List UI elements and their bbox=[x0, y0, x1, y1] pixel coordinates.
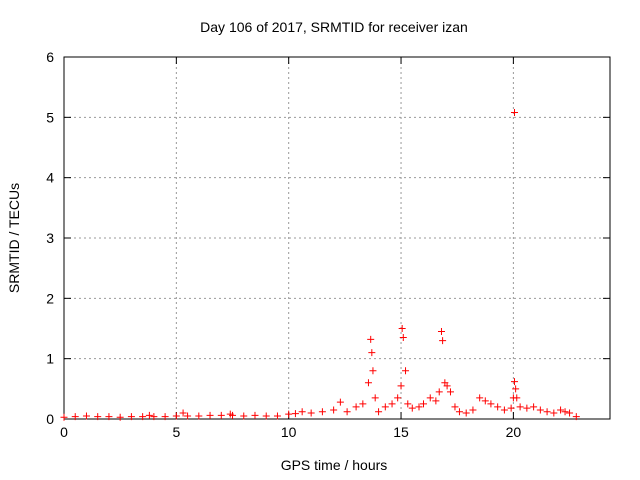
data-point bbox=[367, 335, 375, 343]
data-point bbox=[420, 400, 428, 408]
data-point bbox=[408, 404, 416, 412]
data-point bbox=[402, 367, 410, 375]
data-point bbox=[500, 406, 508, 414]
data-points bbox=[60, 109, 580, 421]
data-point bbox=[364, 379, 372, 387]
data-point bbox=[439, 337, 447, 345]
data-point bbox=[446, 388, 454, 396]
data-point bbox=[404, 400, 412, 408]
data-point bbox=[298, 408, 306, 416]
data-point bbox=[330, 406, 338, 414]
data-point bbox=[512, 385, 520, 393]
data-point bbox=[139, 413, 147, 421]
data-point bbox=[561, 408, 569, 416]
data-point bbox=[262, 412, 270, 420]
data-point bbox=[487, 400, 495, 408]
data-point bbox=[394, 394, 402, 402]
x-axis-label: GPS time / hours bbox=[281, 457, 388, 473]
data-point bbox=[336, 398, 344, 406]
x-tick-label: 5 bbox=[172, 424, 180, 440]
data-point bbox=[184, 412, 192, 420]
data-point bbox=[352, 403, 360, 411]
x-tick-label: 10 bbox=[281, 424, 297, 440]
data-point bbox=[481, 397, 489, 405]
data-point bbox=[399, 334, 407, 342]
data-point bbox=[437, 328, 445, 336]
data-point bbox=[381, 403, 389, 411]
data-point bbox=[94, 413, 102, 421]
data-point bbox=[462, 409, 470, 417]
data-point bbox=[368, 349, 376, 357]
y-tick-label: 6 bbox=[46, 49, 54, 65]
y-axis-label: SRMTID / TECUs bbox=[6, 183, 22, 293]
y-tick-label: 3 bbox=[46, 230, 54, 246]
y-tick-label: 0 bbox=[46, 411, 54, 427]
data-point bbox=[550, 409, 558, 417]
data-point bbox=[543, 408, 551, 416]
data-point bbox=[116, 413, 124, 421]
data-point bbox=[375, 408, 383, 416]
x-tick-label: 0 bbox=[60, 424, 68, 440]
data-point bbox=[217, 411, 225, 419]
data-point bbox=[229, 411, 237, 419]
data-point bbox=[469, 406, 477, 414]
data-point bbox=[572, 413, 580, 421]
data-point bbox=[435, 388, 443, 396]
grid bbox=[64, 57, 610, 419]
y-tick-label: 4 bbox=[46, 170, 54, 186]
data-point bbox=[206, 411, 214, 419]
data-point bbox=[251, 411, 259, 419]
data-point bbox=[60, 413, 68, 421]
data-point bbox=[161, 413, 169, 421]
data-point bbox=[397, 382, 405, 390]
data-point bbox=[307, 409, 315, 417]
data-point bbox=[398, 325, 406, 332]
data-point bbox=[455, 408, 463, 416]
data-point bbox=[371, 394, 379, 402]
data-point bbox=[432, 397, 440, 405]
data-point bbox=[285, 410, 293, 418]
data-point bbox=[426, 394, 434, 402]
axis-ticks: 0 5 10 15 20 0 1 2 3 4 5 6 bbox=[46, 49, 610, 440]
data-point bbox=[557, 406, 565, 414]
data-point bbox=[105, 413, 113, 421]
y-tick-label: 2 bbox=[46, 290, 54, 306]
data-point bbox=[82, 412, 90, 420]
data-point bbox=[127, 413, 135, 421]
x-tick-label: 15 bbox=[393, 424, 409, 440]
data-point bbox=[511, 109, 519, 117]
chart-title: Day 106 of 2017, SRMTID for receiver iza… bbox=[200, 19, 468, 35]
data-point bbox=[536, 406, 544, 414]
data-point bbox=[476, 394, 484, 402]
data-point bbox=[494, 403, 502, 411]
data-point bbox=[513, 394, 521, 402]
data-point bbox=[172, 412, 180, 420]
data-point bbox=[195, 412, 203, 420]
y-tick-label: 1 bbox=[46, 351, 54, 367]
data-point bbox=[566, 409, 574, 417]
data-point bbox=[240, 412, 248, 420]
data-point bbox=[443, 382, 451, 390]
data-point bbox=[388, 400, 396, 408]
data-point bbox=[150, 413, 158, 421]
data-point bbox=[145, 411, 153, 419]
x-tick-label: 20 bbox=[506, 424, 522, 440]
data-point bbox=[530, 403, 538, 411]
data-point bbox=[451, 403, 459, 411]
data-point bbox=[369, 367, 377, 375]
data-point bbox=[511, 378, 519, 386]
data-point bbox=[71, 413, 79, 421]
data-point bbox=[343, 408, 351, 416]
y-tick-label: 5 bbox=[46, 109, 54, 125]
data-point bbox=[523, 404, 531, 412]
data-point bbox=[291, 410, 299, 418]
data-point bbox=[318, 408, 326, 416]
data-point bbox=[179, 409, 187, 417]
data-point bbox=[507, 404, 515, 412]
data-point bbox=[273, 412, 281, 420]
data-point bbox=[359, 400, 367, 408]
data-point bbox=[415, 403, 423, 411]
data-point bbox=[516, 403, 524, 411]
